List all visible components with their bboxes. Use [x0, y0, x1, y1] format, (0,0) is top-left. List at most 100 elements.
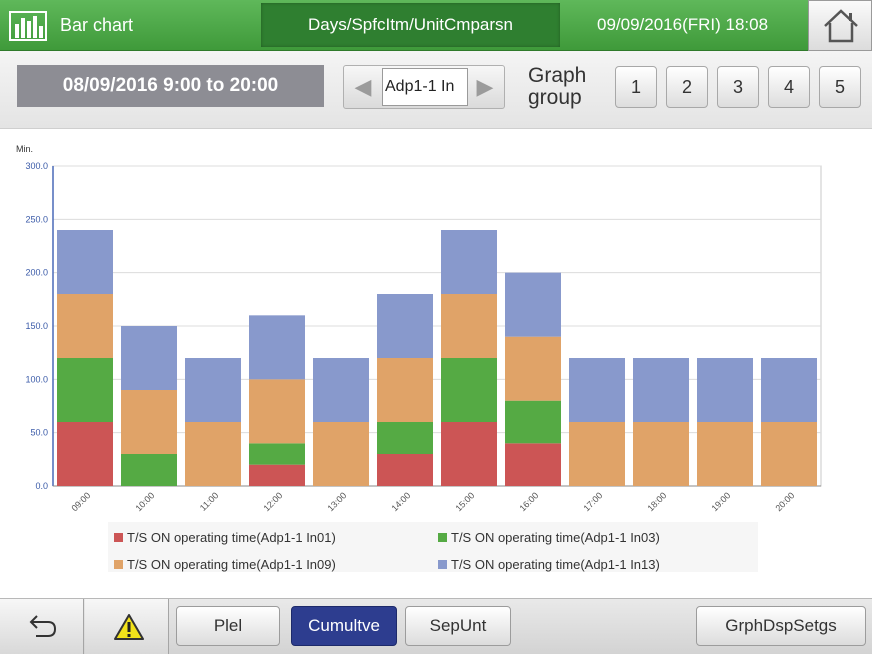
bottom-toolbar: Plel Cumultve SepUnt GrphDspSetgs	[0, 598, 872, 654]
warning-button[interactable]	[85, 599, 169, 654]
x-tick-label: 20:00	[773, 490, 796, 513]
bar-segment	[377, 454, 433, 486]
legend-item-in03: T/S ON operating time(Adp1-1 In03)	[438, 530, 660, 545]
datetime: 09/09/2016(FRI) 18:08	[597, 15, 769, 34]
graph-group-label-line2: group	[528, 86, 582, 109]
y-tick-label: 0.0	[35, 481, 48, 491]
bar-segment	[569, 358, 625, 422]
graph-group-label: Graph group	[528, 65, 586, 109]
legend-swatch	[438, 533, 447, 542]
unit-selector: ◀ Adp1-1 In ▶	[343, 65, 505, 109]
period-display: 08/09/2016 9:00 to 20:00	[17, 65, 324, 107]
legend-item-in13: T/S ON operating time(Adp1-1 In13)	[438, 557, 660, 572]
home-button[interactable]	[808, 0, 872, 51]
group-button-1[interactable]: 1	[615, 66, 657, 108]
x-tick-label: 17:00	[581, 490, 604, 513]
legend-swatch	[114, 560, 123, 569]
warning-icon	[114, 614, 144, 640]
bar-segment	[377, 294, 433, 358]
bar-segment	[505, 400, 561, 444]
group-button-4[interactable]: 4	[768, 66, 810, 108]
x-tick-label: 10:00	[133, 490, 156, 513]
legend-label: T/S ON operating time(Adp1-1 In13)	[451, 557, 660, 572]
legend-swatch	[438, 560, 447, 569]
cumultve-button[interactable]: Cumultve	[291, 606, 397, 646]
x-tick-label: 16:00	[517, 490, 540, 513]
bar-segment	[441, 230, 497, 294]
x-tick-label: 14:00	[389, 490, 412, 513]
bar-segment	[633, 422, 689, 486]
bar-segment	[697, 422, 753, 486]
next-unit-button[interactable]: ▶	[476, 74, 494, 99]
bar-chart-icon	[9, 11, 47, 41]
bar-segment	[569, 422, 625, 486]
bar-segment	[377, 358, 433, 422]
title-bar: Bar chart Days/SpfcItm/UnitCmparsn 09/09…	[0, 0, 872, 51]
bar-segment	[377, 422, 433, 454]
x-tick-label: 11:00	[198, 490, 221, 513]
bar-segment	[249, 379, 305, 444]
back-button[interactable]	[0, 599, 84, 654]
bar-segment	[505, 272, 561, 337]
bar-segment	[441, 294, 497, 358]
app-title: Bar chart	[60, 15, 134, 35]
x-tick-label: 18:00	[645, 490, 668, 513]
graph-display-settings-button[interactable]: GrphDspSetgs	[696, 606, 866, 646]
y-tick-label: 200.0	[25, 268, 48, 278]
x-tick-label: 09:00	[69, 490, 92, 513]
control-panel: 08/09/2016 9:00 to 20:00 ◀ Adp1-1 In ▶ G…	[0, 51, 872, 129]
bar-segment	[313, 422, 369, 486]
back-arrow-icon	[29, 615, 57, 637]
bar-segment	[57, 422, 113, 486]
screen-title: Days/SpfcItm/UnitCmparsn	[261, 3, 560, 47]
y-tick-label: 300.0	[25, 161, 48, 171]
prev-unit-button[interactable]: ◀	[354, 74, 372, 99]
group-button-2[interactable]: 2	[666, 66, 708, 108]
y-tick-label: 250.0	[25, 214, 48, 224]
y-tick-label: 100.0	[25, 374, 48, 384]
bar-segment	[505, 443, 561, 486]
legend-label: T/S ON operating time(Adp1-1 In03)	[451, 530, 660, 545]
bar-segment	[249, 464, 305, 486]
bar-segment	[185, 358, 241, 422]
bar-segment	[57, 294, 113, 358]
legend-label: T/S ON operating time(Adp1-1 In09)	[127, 557, 336, 572]
home-icon	[824, 9, 858, 43]
bar-segment	[441, 422, 497, 486]
bar-segment	[121, 390, 177, 454]
group-button-5[interactable]: 5	[819, 66, 861, 108]
legend-label: T/S ON operating time(Adp1-1 In01)	[127, 530, 336, 545]
unit-field[interactable]: Adp1-1 In	[382, 68, 468, 106]
y-tick-label: 50.0	[30, 428, 48, 438]
x-tick-label: 12:00	[261, 490, 284, 513]
bar-segment	[57, 358, 113, 422]
bar-segment	[505, 336, 561, 401]
chart-legend: T/S ON operating time(Adp1-1 In01) T/S O…	[108, 522, 758, 572]
bar-segment	[121, 326, 177, 390]
graph-group-label-line1: Graph	[528, 64, 587, 87]
x-tick-label: 19:00	[709, 490, 732, 513]
bar-segment	[441, 358, 497, 422]
y-axis-label: Min.	[16, 144, 33, 154]
bar-segment	[57, 230, 113, 294]
bar-segment	[697, 358, 753, 422]
chart-area: 0.050.0100.0150.0200.0250.0300.0Min.Time…	[0, 130, 872, 596]
legend-item-in01: T/S ON operating time(Adp1-1 In01)	[114, 530, 336, 545]
legend-item-in09: T/S ON operating time(Adp1-1 In09)	[114, 557, 336, 572]
bar-segment	[761, 358, 817, 422]
bar-segment	[185, 422, 241, 486]
group-button-3[interactable]: 3	[717, 66, 759, 108]
plel-button[interactable]: Plel	[176, 606, 280, 646]
stacked-bar-chart: 0.050.0100.0150.0200.0250.0300.0Min.Time…	[16, 144, 822, 513]
x-tick-label: 15:00	[453, 490, 476, 513]
bar-segment	[249, 315, 305, 380]
legend-swatch	[114, 533, 123, 542]
bar-segment	[121, 454, 177, 486]
bar-segment	[313, 358, 369, 422]
sepunt-button[interactable]: SepUnt	[405, 606, 511, 646]
bar-segment	[633, 358, 689, 422]
bar-segment	[761, 422, 817, 486]
x-tick-label: 13:00	[325, 490, 348, 513]
bar-segment	[249, 443, 305, 465]
